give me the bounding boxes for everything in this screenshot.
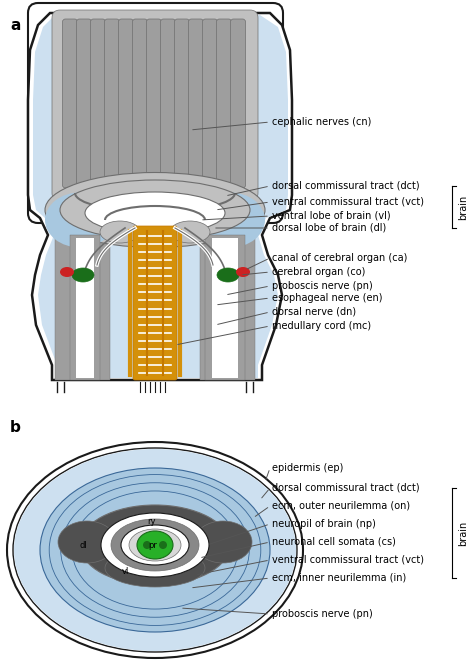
Text: ventral commissural tract (vct): ventral commissural tract (vct): [272, 197, 424, 207]
Text: medullary cord (mc): medullary cord (mc): [272, 321, 371, 331]
FancyBboxPatch shape: [161, 19, 175, 188]
Text: vl: vl: [121, 567, 128, 577]
Ellipse shape: [101, 513, 209, 577]
Ellipse shape: [60, 180, 250, 240]
Text: b: b: [10, 420, 21, 435]
FancyBboxPatch shape: [118, 19, 134, 188]
Text: ventral commissural tract (vct): ventral commissural tract (vct): [272, 555, 424, 565]
Polygon shape: [76, 238, 94, 378]
Ellipse shape: [80, 505, 230, 585]
FancyBboxPatch shape: [217, 19, 231, 188]
Text: proboscis nerve (pn): proboscis nerve (pn): [272, 281, 373, 291]
Text: ecm, outer neurilemma (on): ecm, outer neurilemma (on): [272, 501, 410, 511]
FancyBboxPatch shape: [76, 19, 91, 188]
Ellipse shape: [137, 531, 173, 559]
Polygon shape: [33, 15, 288, 378]
Text: ry: ry: [148, 517, 156, 527]
Ellipse shape: [45, 192, 115, 247]
Ellipse shape: [40, 468, 270, 632]
Ellipse shape: [100, 221, 140, 243]
FancyBboxPatch shape: [91, 19, 106, 188]
Polygon shape: [205, 235, 245, 380]
Text: dl: dl: [79, 541, 87, 549]
Ellipse shape: [195, 192, 265, 247]
Text: pr: pr: [148, 541, 157, 549]
Polygon shape: [55, 230, 110, 380]
Text: proboscis nerve (pn): proboscis nerve (pn): [272, 609, 373, 619]
Text: dorsal nerve (dn): dorsal nerve (dn): [272, 307, 356, 317]
Ellipse shape: [194, 521, 252, 563]
FancyBboxPatch shape: [52, 10, 258, 201]
Circle shape: [159, 541, 167, 549]
Ellipse shape: [13, 448, 297, 652]
Text: dorsal lobe of brain (dl): dorsal lobe of brain (dl): [272, 223, 386, 233]
Text: cephalic nerves (cn): cephalic nerves (cn): [272, 117, 371, 127]
Ellipse shape: [7, 442, 303, 658]
Text: ecm, inner neurilemma (in): ecm, inner neurilemma (in): [272, 573, 406, 583]
Text: brain: brain: [458, 521, 468, 545]
FancyBboxPatch shape: [28, 3, 283, 223]
Ellipse shape: [129, 529, 181, 561]
FancyBboxPatch shape: [146, 19, 162, 188]
Text: ventral lobe of brain (vl): ventral lobe of brain (vl): [272, 211, 391, 221]
Ellipse shape: [72, 268, 94, 282]
Text: canal of cerebral organ (ca): canal of cerebral organ (ca): [272, 253, 407, 263]
Ellipse shape: [170, 221, 210, 243]
Text: a: a: [10, 18, 20, 33]
Ellipse shape: [105, 549, 205, 587]
Text: esophageal nerve (en): esophageal nerve (en): [272, 293, 383, 303]
Polygon shape: [200, 230, 255, 380]
Text: dorsal commissural tract (dct): dorsal commissural tract (dct): [272, 483, 419, 493]
Ellipse shape: [14, 449, 296, 651]
FancyBboxPatch shape: [133, 226, 177, 380]
Text: cerebral organ (co): cerebral organ (co): [272, 267, 365, 277]
Text: brain: brain: [458, 194, 468, 219]
Text: neuropil of brain (np): neuropil of brain (np): [272, 519, 376, 529]
Polygon shape: [212, 238, 238, 378]
FancyBboxPatch shape: [174, 19, 190, 188]
Circle shape: [143, 541, 151, 549]
Ellipse shape: [85, 192, 225, 234]
Ellipse shape: [58, 521, 116, 563]
Text: dorsal commissural tract (dct): dorsal commissural tract (dct): [272, 181, 419, 191]
FancyBboxPatch shape: [202, 19, 218, 188]
Polygon shape: [70, 235, 100, 380]
Polygon shape: [28, 13, 292, 380]
FancyBboxPatch shape: [133, 19, 147, 188]
Text: neuronal cell somata (cs): neuronal cell somata (cs): [272, 537, 396, 547]
FancyBboxPatch shape: [230, 19, 246, 188]
FancyBboxPatch shape: [189, 19, 203, 188]
FancyBboxPatch shape: [104, 19, 119, 188]
Ellipse shape: [236, 267, 250, 277]
Text: epidermis (ep): epidermis (ep): [272, 463, 343, 473]
Ellipse shape: [45, 172, 265, 247]
FancyBboxPatch shape: [63, 19, 78, 188]
Ellipse shape: [60, 267, 74, 277]
Ellipse shape: [111, 519, 199, 571]
Ellipse shape: [217, 268, 239, 282]
Ellipse shape: [121, 525, 189, 565]
